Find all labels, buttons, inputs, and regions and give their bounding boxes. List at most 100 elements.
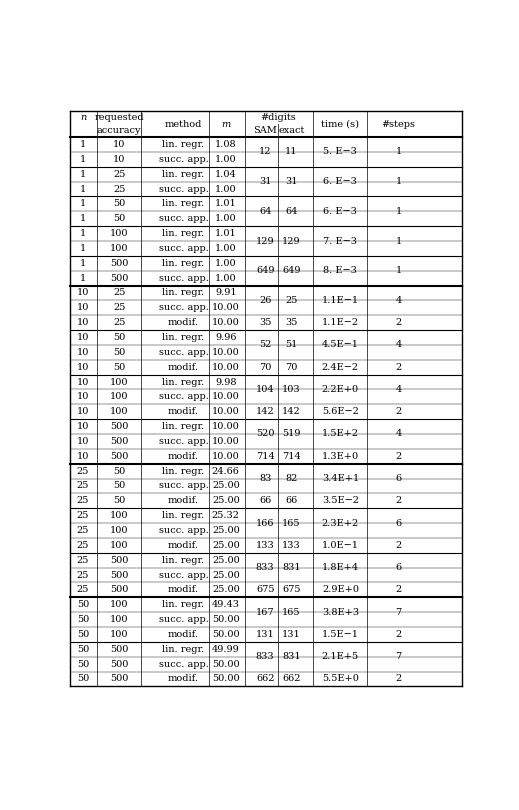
Text: 1.00: 1.00 (215, 185, 237, 194)
Text: 25: 25 (77, 586, 89, 595)
Text: 100: 100 (110, 541, 128, 550)
Text: 50: 50 (113, 199, 125, 208)
Text: lin. regr.: lin. regr. (162, 377, 204, 386)
Text: 51: 51 (285, 340, 297, 349)
Text: 2.2E+0: 2.2E+0 (322, 385, 359, 394)
Text: 9.98: 9.98 (215, 377, 237, 386)
Text: 82: 82 (285, 474, 297, 483)
Text: 1.8E+4: 1.8E+4 (322, 563, 359, 572)
Text: 142: 142 (256, 407, 275, 416)
Text: 25.00: 25.00 (212, 586, 240, 595)
Text: 3.8E+3: 3.8E+3 (322, 608, 359, 616)
Text: 1: 1 (395, 207, 402, 215)
Text: 50.00: 50.00 (212, 659, 240, 668)
Text: 1.01: 1.01 (215, 199, 237, 208)
Text: modif.: modif. (168, 675, 199, 684)
Text: 1: 1 (395, 266, 402, 275)
Text: 50: 50 (113, 347, 125, 357)
Text: 500: 500 (110, 437, 128, 446)
Text: 1.5E+2: 1.5E+2 (322, 429, 359, 438)
Text: 520: 520 (256, 429, 275, 438)
Text: 5.5E+0: 5.5E+0 (322, 675, 359, 684)
Text: lin. regr.: lin. regr. (162, 140, 204, 149)
Text: 1.3E+0: 1.3E+0 (322, 452, 359, 461)
Text: 6. E−3: 6. E−3 (323, 207, 358, 215)
Text: 10: 10 (77, 303, 89, 313)
Text: lin. regr.: lin. regr. (162, 199, 204, 208)
Text: 50: 50 (77, 615, 89, 624)
Text: lin. regr.: lin. regr. (162, 556, 204, 565)
Text: 50: 50 (113, 215, 125, 224)
Text: succ. app.: succ. app. (159, 185, 209, 194)
Text: 1.5E−1: 1.5E−1 (322, 630, 359, 639)
Text: 4.5E−1: 4.5E−1 (322, 340, 359, 349)
Text: 129: 129 (256, 237, 275, 245)
Text: 100: 100 (110, 615, 128, 624)
Text: modif.: modif. (168, 363, 199, 372)
Text: 7. E−3: 7. E−3 (323, 237, 358, 245)
Text: 103: 103 (282, 385, 301, 394)
Text: 1.00: 1.00 (215, 244, 237, 253)
Text: 25.00: 25.00 (212, 481, 240, 490)
Text: 831: 831 (282, 563, 301, 572)
Text: 1: 1 (80, 140, 86, 149)
Text: n: n (80, 113, 86, 122)
Text: 500: 500 (110, 422, 128, 431)
Text: 31: 31 (259, 177, 271, 186)
Text: 1.00: 1.00 (215, 155, 237, 164)
Text: 2: 2 (395, 497, 402, 505)
Text: succ. app.: succ. app. (159, 155, 209, 164)
Text: 833: 833 (256, 563, 275, 572)
Text: 10: 10 (77, 377, 89, 386)
Text: 10: 10 (77, 363, 89, 372)
Text: 6: 6 (395, 474, 402, 483)
Text: 2: 2 (395, 452, 402, 461)
Text: requested: requested (94, 113, 144, 122)
Text: 49.99: 49.99 (212, 645, 240, 654)
Text: 714: 714 (282, 452, 301, 461)
Text: 50: 50 (77, 675, 89, 684)
Text: 50: 50 (113, 497, 125, 505)
Text: 25.00: 25.00 (212, 497, 240, 505)
Text: 25: 25 (77, 511, 89, 520)
Text: 25.00: 25.00 (212, 556, 240, 565)
Text: 25: 25 (113, 288, 126, 297)
Text: 1: 1 (80, 215, 86, 224)
Text: 50: 50 (77, 630, 89, 639)
Text: 31: 31 (285, 177, 297, 186)
Text: 2.1E+5: 2.1E+5 (322, 652, 359, 661)
Text: 519: 519 (282, 429, 301, 438)
Text: lin. regr.: lin. regr. (162, 288, 204, 297)
Text: 500: 500 (110, 570, 128, 579)
Text: 1.0E−1: 1.0E−1 (322, 541, 359, 550)
Text: 2: 2 (395, 675, 402, 684)
Text: 2: 2 (395, 541, 402, 550)
Text: 64: 64 (285, 207, 297, 215)
Text: 100: 100 (110, 377, 128, 386)
Text: succ. app.: succ. app. (159, 437, 209, 446)
Text: 10.00: 10.00 (212, 392, 240, 402)
Text: 10: 10 (77, 392, 89, 402)
Text: 9.91: 9.91 (215, 288, 237, 297)
Text: 500: 500 (110, 659, 128, 668)
Text: 35: 35 (285, 318, 297, 327)
Text: 714: 714 (256, 452, 275, 461)
Text: succ. app.: succ. app. (159, 526, 209, 535)
Text: lin. regr.: lin. regr. (162, 645, 204, 654)
Text: 1: 1 (395, 177, 402, 186)
Text: 142: 142 (282, 407, 301, 416)
Text: modif.: modif. (168, 452, 199, 461)
Text: 25: 25 (285, 296, 297, 305)
Text: 100: 100 (110, 407, 128, 416)
Text: 66: 66 (259, 497, 271, 505)
Text: 649: 649 (282, 266, 301, 275)
Text: 500: 500 (110, 258, 128, 268)
Text: SAM: SAM (253, 126, 277, 134)
Text: 50.00: 50.00 (212, 615, 240, 624)
Text: 26: 26 (259, 296, 271, 305)
Text: modif.: modif. (168, 630, 199, 639)
Text: 129: 129 (282, 237, 301, 245)
Text: 4: 4 (395, 296, 402, 305)
Text: succ. app.: succ. app. (159, 481, 209, 490)
Text: 2.9E+0: 2.9E+0 (322, 586, 359, 595)
